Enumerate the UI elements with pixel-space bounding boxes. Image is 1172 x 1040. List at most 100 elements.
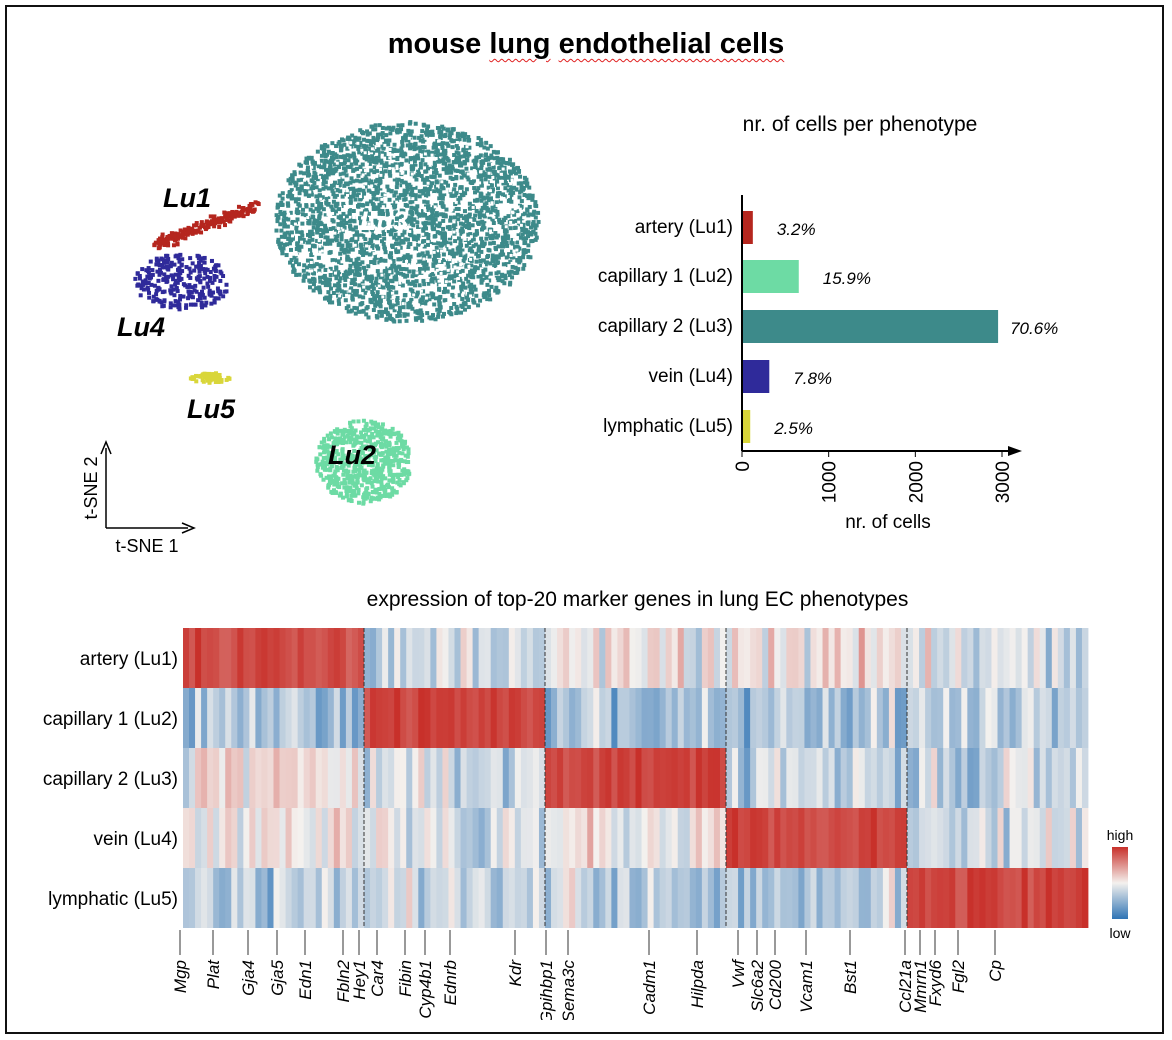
- heatmap-cell: [520, 688, 528, 748]
- point: [376, 135, 381, 140]
- heatmap-cell: [315, 808, 323, 868]
- gap: [333, 271, 337, 275]
- cluster-label-lu2: Lu2: [328, 440, 376, 470]
- point: [205, 274, 210, 279]
- heatmap-cell: [279, 868, 286, 928]
- gap: [485, 223, 489, 227]
- heatmap-cell: [587, 868, 594, 928]
- point: [502, 281, 507, 286]
- point: [340, 438, 345, 443]
- point: [531, 230, 536, 235]
- point: [337, 270, 342, 275]
- point: [175, 242, 180, 247]
- point: [525, 183, 530, 188]
- point: [369, 178, 374, 183]
- point: [373, 429, 378, 434]
- point: [353, 282, 358, 287]
- heatmap-cell: [195, 628, 202, 688]
- point: [503, 232, 508, 237]
- point: [383, 258, 388, 263]
- point: [310, 249, 315, 254]
- heatmap-cell: [406, 868, 413, 928]
- point: [331, 219, 336, 224]
- heatmap-cell: [937, 628, 944, 688]
- heatmap-cell: [255, 688, 262, 748]
- point: [413, 121, 418, 126]
- point: [347, 460, 352, 465]
- point: [451, 254, 456, 259]
- point: [479, 192, 484, 197]
- point: [382, 221, 387, 226]
- heatmap-cell: [321, 688, 329, 748]
- point: [174, 253, 179, 258]
- point: [362, 493, 367, 498]
- point: [457, 163, 462, 168]
- heatmap-row-label: lymphatic (Lu5): [48, 889, 178, 910]
- point: [196, 256, 201, 261]
- heatmap-cell: [418, 808, 425, 868]
- gap: [522, 216, 526, 220]
- point: [223, 211, 228, 216]
- heatmap-cell: [907, 628, 914, 688]
- point: [356, 419, 361, 424]
- gap: [456, 270, 460, 274]
- point: [328, 300, 333, 305]
- gap: [469, 235, 473, 239]
- point: [331, 460, 336, 465]
- point: [459, 243, 464, 248]
- heatmap-cell: [388, 808, 395, 868]
- point: [398, 153, 403, 158]
- heatmap-cell: [701, 808, 709, 868]
- point: [442, 161, 447, 166]
- point: [485, 232, 490, 237]
- point: [441, 167, 446, 172]
- point: [194, 379, 199, 384]
- point: [308, 186, 313, 191]
- gap: [518, 207, 522, 211]
- gene-label: Bst1: [841, 960, 860, 994]
- point: [374, 276, 379, 281]
- gap: [402, 246, 406, 250]
- point: [443, 213, 448, 218]
- point: [434, 245, 439, 250]
- heatmap-cell: [207, 808, 214, 868]
- gap: [481, 264, 485, 268]
- point: [202, 276, 207, 281]
- point: [490, 217, 495, 222]
- point: [315, 177, 320, 182]
- heatmap-cell: [466, 868, 473, 928]
- point: [478, 259, 483, 264]
- heatmap-cell: [919, 688, 926, 748]
- point: [342, 154, 347, 159]
- point: [363, 184, 368, 189]
- gap: [319, 197, 323, 201]
- point: [506, 270, 511, 275]
- point: [421, 239, 426, 244]
- heatmap-cell: [587, 808, 594, 868]
- point: [425, 293, 430, 298]
- point: [152, 243, 157, 248]
- legend-high-label: high: [1107, 827, 1133, 843]
- point: [434, 184, 439, 189]
- point: [202, 295, 207, 300]
- heatmap-title: expression of top-20 marker genes in lun…: [366, 588, 909, 611]
- point: [343, 168, 348, 173]
- point: [357, 187, 362, 192]
- point: [312, 180, 317, 185]
- point: [400, 468, 405, 473]
- heatmap-cell: [1021, 628, 1029, 688]
- heatmap-cell: [852, 628, 860, 688]
- bar-category-label: capillary 2 (Lu3): [598, 316, 733, 337]
- heatmap-cell: [683, 808, 691, 868]
- point: [507, 282, 512, 287]
- heatmap-cell: [798, 628, 805, 688]
- point: [226, 375, 231, 380]
- point: [520, 232, 525, 237]
- arrow-up-icon: [100, 440, 112, 455]
- point: [514, 218, 519, 223]
- point: [367, 139, 372, 144]
- point: [422, 244, 427, 249]
- point: [434, 179, 439, 184]
- point: [377, 223, 382, 228]
- point: [377, 472, 382, 477]
